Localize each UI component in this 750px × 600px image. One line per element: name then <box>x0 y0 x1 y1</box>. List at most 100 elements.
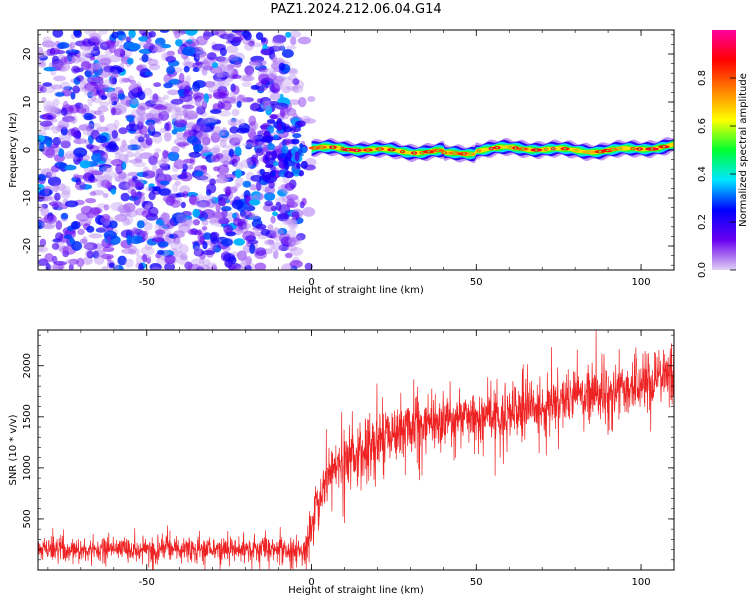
snr-x-tick-label: 50 <box>470 577 483 588</box>
spectrogram-noise-blob <box>209 231 220 240</box>
spectrogram-noise-blob <box>155 37 166 47</box>
spectrogram-noise-blob <box>90 170 104 176</box>
spectrogram-noise-blob <box>218 56 230 64</box>
spectrogram-noise-blob <box>92 97 103 104</box>
spectrogram-noise-blob <box>272 211 278 217</box>
spectrogram-signal-core <box>436 149 440 152</box>
spectrogram-noise-blob <box>284 182 295 191</box>
spectrogram-noise-blob <box>166 50 175 57</box>
spectrogram-noise-blob <box>209 216 218 226</box>
spectrogram-noise-blob <box>258 73 270 84</box>
spectrogram-noise-blob <box>260 48 273 56</box>
spectrogram-noise-blob <box>114 176 121 183</box>
spectrogram-noise-blob <box>289 218 297 229</box>
spectrogram-noise-blob <box>151 237 165 243</box>
spectrogram-transition-blob <box>286 151 292 162</box>
spectrogram-transition-blob <box>262 137 272 142</box>
spectrogram-noise-blob <box>194 97 208 108</box>
spectrogram-noise-blob <box>286 194 299 201</box>
spectrogram-noise-blob <box>230 154 241 163</box>
spectrogram-transition-blob <box>291 138 300 145</box>
spectrogram-noise-blob <box>210 237 219 245</box>
spectrogram-noise-blob <box>230 95 238 105</box>
spectrogram-noise-blob <box>53 183 59 193</box>
spectrogram-noise-blob <box>118 181 131 191</box>
spectrogram-noise-blob <box>160 162 169 171</box>
spectrogram-transition-blob <box>267 143 276 151</box>
spectrogram-noise-blob <box>254 262 267 270</box>
spectrogram-x-tick-label: 50 <box>470 277 483 288</box>
spectrogram-noise-blob <box>83 139 90 145</box>
spectrogram-noise-blob <box>103 65 116 73</box>
spectrogram-noise-blob <box>211 67 220 73</box>
spectrogram-noise-blob <box>60 140 71 149</box>
spectrogram-noise-blob <box>121 36 133 41</box>
spectrogram-noise-blob <box>84 30 96 35</box>
spectrogram-noise-blob <box>89 80 97 86</box>
spectrogram-noise-blob <box>101 179 111 189</box>
spectrogram-noise-blob <box>46 114 54 120</box>
spectrogram-noise-blob <box>39 188 53 197</box>
spectrogram-noise-blob <box>74 138 82 145</box>
spectrogram-transition-blob <box>271 150 278 160</box>
spectrogram-noise-blob <box>69 41 76 50</box>
spectrogram-noise-blob <box>145 203 151 209</box>
spectrogram-noise-blob <box>141 230 148 241</box>
spectrogram-noise-blob <box>159 180 170 186</box>
spectrogram-noise-blob <box>126 123 140 132</box>
spectrogram-noise-blob <box>137 141 147 152</box>
spectrogram-noise-blob <box>256 98 264 103</box>
spectrogram-noise-blob <box>204 60 210 69</box>
spectrogram-noise-blob <box>68 104 80 114</box>
spectrogram-noise-blob <box>64 54 76 65</box>
spectrogram-noise-blob <box>187 229 196 235</box>
spectrogram-noise-blob <box>206 262 217 270</box>
spectrogram-noise-blob <box>241 81 252 88</box>
spectrogram-noise-blob <box>121 77 131 83</box>
spectrogram-transition-blob <box>283 171 294 179</box>
spectrogram-noise-blob <box>176 132 186 140</box>
spectrogram-signal-core <box>453 152 456 154</box>
spectrogram-noise-blob <box>68 258 79 265</box>
spectrogram-noise-blob <box>238 94 246 100</box>
spectrogram-noise-blob <box>232 212 238 219</box>
spectrogram-noise-blob <box>174 110 187 117</box>
spectrogram-noise-blob <box>153 42 163 53</box>
spectrogram-noise-blob <box>219 138 227 148</box>
spectrogram-noise-blob <box>129 79 137 85</box>
spectrogram-signal-core <box>598 150 602 153</box>
spectrogram-y-axis-label: Frequency (Hz) <box>8 112 19 188</box>
spectrogram-signal-core <box>535 149 538 151</box>
spectrogram-noise-blob <box>248 131 258 141</box>
spectrogram-noise-blob <box>296 233 306 241</box>
spectrogram-signal-core <box>490 147 493 150</box>
spectrogram-noise-blob <box>160 127 167 134</box>
spectrogram-signal-core <box>544 148 547 151</box>
spectrogram-signal-core <box>427 151 430 153</box>
spectrogram-noise-blob <box>72 173 80 179</box>
spectrogram-noise-blob <box>83 86 97 97</box>
spectrogram-noise-blob <box>235 168 242 179</box>
spectrogram-noise-blob <box>244 264 252 270</box>
spectrogram-noise-blob <box>38 173 47 182</box>
spectrogram-noise-blob <box>145 112 155 122</box>
spectrogram-noise-blob <box>155 219 166 226</box>
spectrogram-noise-blob <box>109 137 121 142</box>
spectrogram-noise-blob <box>264 192 276 201</box>
spectrogram-noise-blob <box>203 232 212 240</box>
spectrogram-noise-blob <box>126 209 138 218</box>
spectrogram-noise-blob <box>55 232 64 241</box>
spectrogram-noise-blob <box>163 215 170 225</box>
spectrogram-noise-blob <box>119 208 132 217</box>
spectrogram-noise-blob <box>131 86 139 94</box>
spectrogram-noise-blob <box>173 137 187 146</box>
spectrogram-y-tick-label: 10 <box>22 96 33 109</box>
spectrogram-noise-blob <box>255 61 264 67</box>
spectrogram-signal-core <box>552 147 555 150</box>
spectrogram-noise-blob <box>225 186 232 196</box>
spectrogram-noise-blob <box>101 218 112 229</box>
spectrogram-noise-blob <box>166 219 175 230</box>
spectrogram-noise-blob <box>231 108 240 117</box>
spectrogram-noise-blob <box>271 54 278 63</box>
